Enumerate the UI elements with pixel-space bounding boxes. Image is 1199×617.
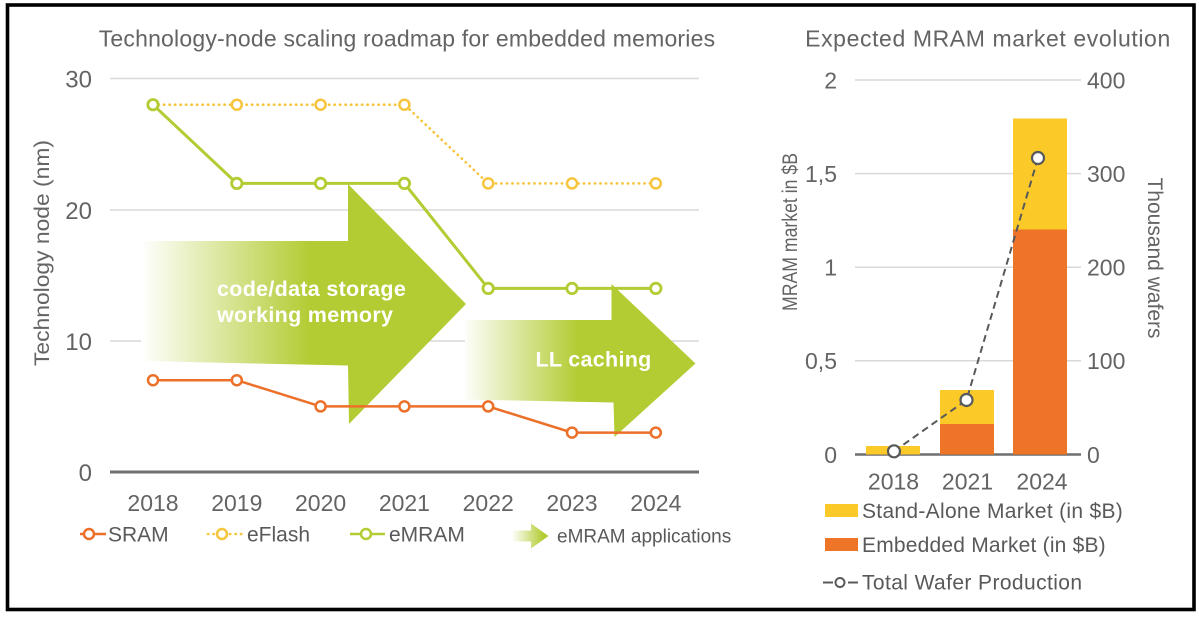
svg-text:working memory: working memory xyxy=(216,303,393,327)
svg-text:Thousand wafers: Thousand wafers xyxy=(1143,177,1166,338)
svg-text:Technology node (nm): Technology node (nm) xyxy=(30,140,54,366)
svg-text:20: 20 xyxy=(65,198,92,225)
svg-text:2: 2 xyxy=(824,67,837,93)
svg-text:LL caching: LL caching xyxy=(536,348,652,372)
svg-text:200: 200 xyxy=(1087,255,1125,281)
svg-text:Expected MRAM market evolution: Expected MRAM market evolution xyxy=(805,26,1171,52)
svg-text:eMRAM applications: eMRAM applications xyxy=(557,527,731,548)
svg-text:100: 100 xyxy=(1087,348,1125,374)
svg-text:0: 0 xyxy=(1087,442,1100,468)
svg-text:2018: 2018 xyxy=(868,469,919,495)
svg-text:10: 10 xyxy=(65,329,92,356)
svg-text:2021: 2021 xyxy=(942,469,993,495)
svg-text:400: 400 xyxy=(1087,67,1125,93)
svg-text:2020: 2020 xyxy=(295,490,346,516)
svg-text:MRAM market in $B: MRAM market in $B xyxy=(779,153,802,311)
svg-text:2023: 2023 xyxy=(546,490,597,516)
svg-text:2018: 2018 xyxy=(127,490,178,516)
svg-text:0,5: 0,5 xyxy=(805,348,837,374)
svg-text:Stand-Alone Market (in $B): Stand-Alone Market (in $B) xyxy=(862,500,1123,523)
svg-text:code/data storage: code/data storage xyxy=(217,277,406,301)
svg-text:2024: 2024 xyxy=(1016,469,1067,495)
svg-text:Total Wafer Production: Total Wafer Production xyxy=(862,572,1082,595)
svg-text:2024: 2024 xyxy=(630,490,681,516)
svg-text:1,5: 1,5 xyxy=(805,161,837,187)
svg-text:300: 300 xyxy=(1087,161,1125,187)
svg-text:Embedded Market (in $B): Embedded Market (in $B) xyxy=(862,534,1106,557)
svg-text:1: 1 xyxy=(824,255,837,281)
svg-text:2021: 2021 xyxy=(379,490,430,516)
svg-text:2022: 2022 xyxy=(463,490,514,516)
svg-text:SRAM: SRAM xyxy=(108,524,169,547)
svg-text:0: 0 xyxy=(824,442,837,468)
svg-text:eFlash: eFlash xyxy=(247,524,310,547)
svg-text:eMRAM: eMRAM xyxy=(389,524,465,547)
svg-text:Technology-node scaling roadma: Technology-node scaling roadmap for embe… xyxy=(99,26,716,52)
svg-text:30: 30 xyxy=(65,66,92,93)
svg-text:0: 0 xyxy=(79,460,92,487)
svg-text:2019: 2019 xyxy=(211,490,262,516)
